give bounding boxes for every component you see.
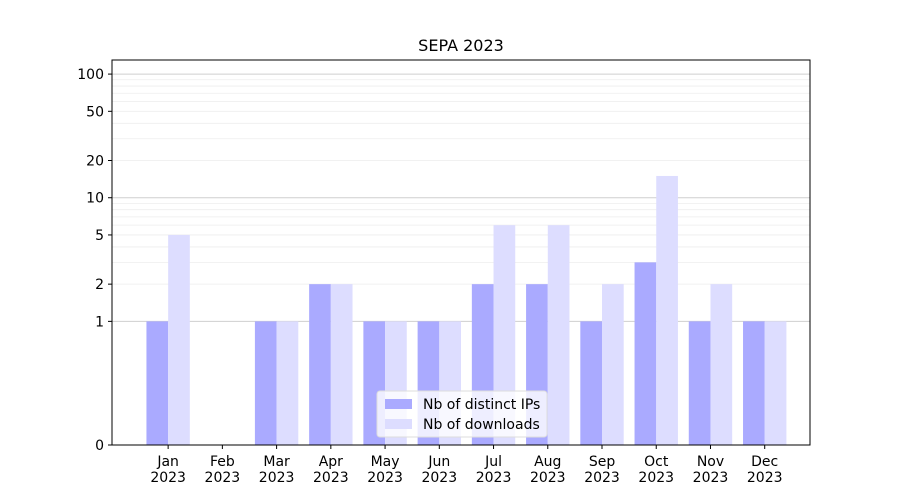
y-tick-label: 50	[86, 104, 104, 120]
legend-swatch	[385, 419, 412, 429]
legend-box	[376, 390, 548, 438]
bar-downloads	[710, 284, 733, 445]
x-tick-label: Mar 2023	[259, 454, 295, 486]
plot-frame	[111, 59, 811, 446]
bar-downloads	[602, 284, 624, 445]
x-tick-label: Nov 2023	[693, 454, 729, 486]
grid-lines	[112, 73, 810, 322]
bar-distinct-ips	[254, 321, 277, 445]
bar-distinct-ips	[309, 284, 331, 445]
x-tick-label: Apr 2023	[313, 454, 349, 486]
legend-swatch	[385, 399, 412, 409]
x-tick-label: Jan 2023	[150, 454, 186, 486]
bar-downloads	[764, 321, 787, 445]
bar-downloads	[547, 225, 570, 445]
bar-downloads	[330, 284, 353, 445]
bar-downloads	[276, 321, 299, 445]
axes: 0 1 2 5 10 20 50 100 Jan 2023 Feb 2023 Mar 2023 Apr 202…	[77, 59, 811, 486]
y-tick-label: 1	[95, 314, 104, 330]
x-tick-label: Feb 2023	[205, 454, 241, 486]
bar-downloads	[168, 234, 190, 445]
x-tick-label: Oct 2023	[638, 454, 674, 486]
bar-downloads	[656, 175, 678, 445]
y-tick-label: 0	[95, 438, 104, 454]
y-tick-label: 2	[95, 277, 104, 293]
y-tick-label: 100	[77, 67, 104, 83]
bar-distinct-ips	[634, 262, 657, 445]
y-tick-label: 10	[86, 191, 104, 207]
legend: Nb of distinct IPs Nb of downloads	[376, 390, 548, 438]
legend-label: Nb of downloads	[423, 417, 540, 433]
bar-distinct-ips	[688, 321, 711, 445]
y-tick-label: 20	[86, 154, 104, 170]
legend-label: Nb of distinct IPs	[423, 397, 540, 413]
x-tick-label: Aug 2023	[530, 454, 566, 486]
x-tick-label: Jul 2023	[476, 454, 512, 486]
x-tick-label: Dec 2023	[747, 454, 783, 486]
bar-distinct-ips	[580, 321, 603, 445]
bar-distinct-ips	[743, 321, 765, 445]
chart-title: SEPA 2023	[418, 36, 504, 55]
bar-distinct-ips	[146, 321, 169, 445]
bar-downloads	[493, 225, 516, 445]
y-tick-label: 5	[95, 228, 104, 244]
x-tick-label: May 2023	[367, 454, 403, 486]
x-tick-label: Jun 2023	[421, 454, 457, 486]
x-tick-label: Sep 2023	[584, 454, 620, 486]
